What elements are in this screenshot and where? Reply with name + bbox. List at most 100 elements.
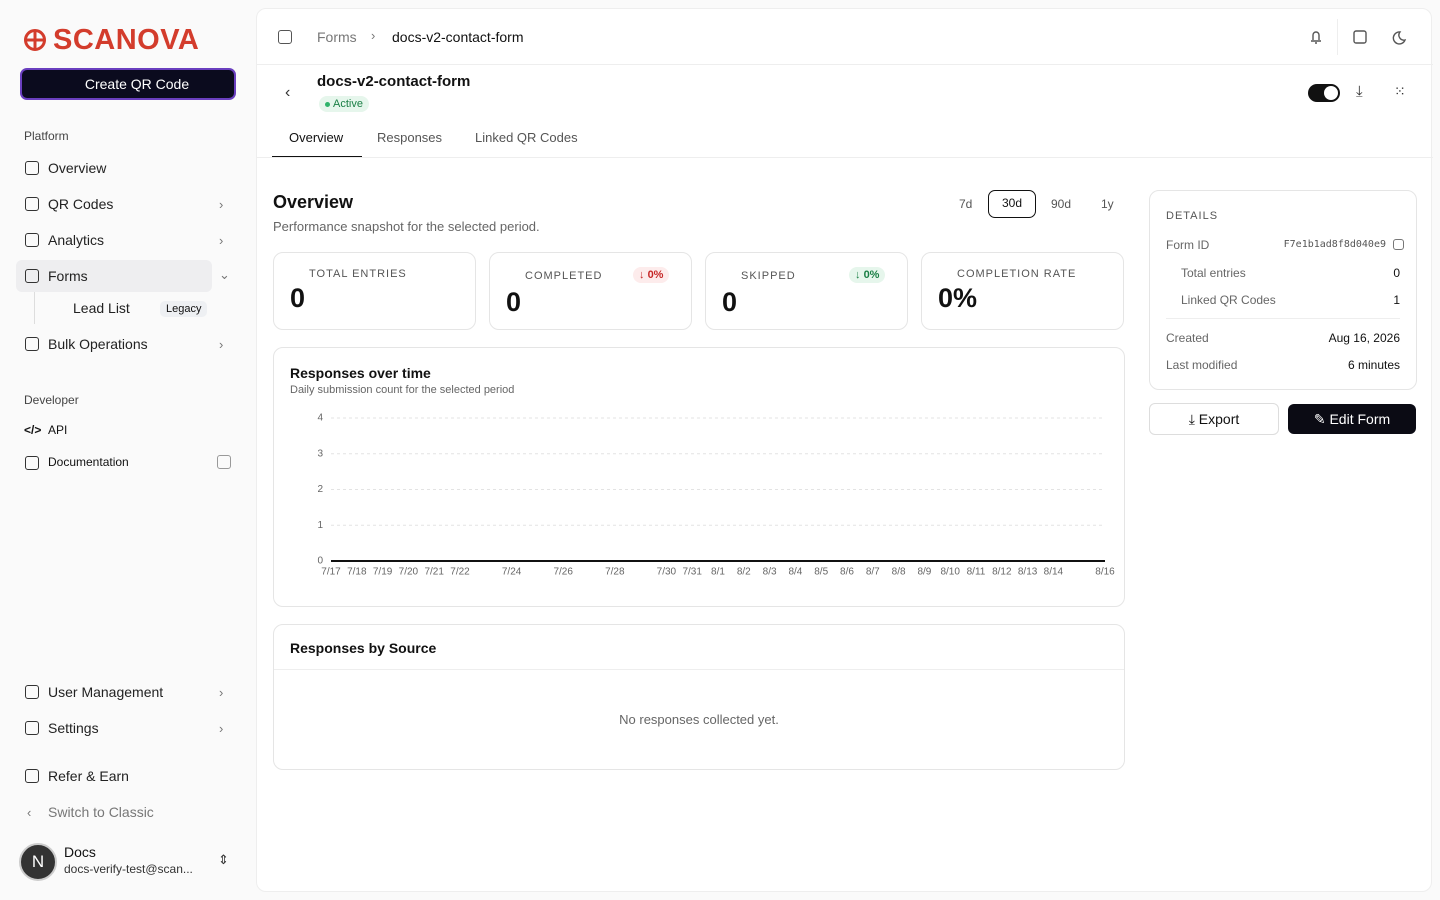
- nav-item[interactable]: Settings: [48, 720, 99, 736]
- edit-button[interactable]: ✎ Edit Form: [1288, 404, 1416, 434]
- user-email: docs-verify-test@scan...: [64, 862, 193, 876]
- badge-value: 0%: [647, 269, 664, 281]
- x-tick-label: 8/6: [840, 567, 854, 578]
- nav-item[interactable]: Forms: [48, 268, 88, 284]
- export-button[interactable]: ⤓ Export: [1149, 403, 1279, 435]
- detail-label: Form ID: [1166, 238, 1210, 252]
- detail-label: Linked QR Codes: [1181, 293, 1276, 307]
- nav-item[interactable]: Bulk Operations: [48, 336, 148, 352]
- nav-item[interactable]: Switch to Classic: [48, 804, 154, 820]
- y-tick-label: 1: [317, 520, 323, 531]
- period-button[interactable]: 7d: [959, 197, 973, 211]
- x-tick-label: 8/2: [737, 567, 751, 578]
- chart-subtitle: Daily submission count for the selected …: [290, 384, 515, 396]
- badge-value: 0%: [863, 269, 880, 281]
- brand: SCANOVA: [53, 24, 200, 56]
- x-tick-label: 8/10: [940, 567, 960, 578]
- download-icon[interactable]: ⤓: [1356, 83, 1363, 100]
- details-title: DETAILS: [1166, 210, 1219, 222]
- detail-value: 6 minutes: [1347, 358, 1400, 372]
- detail-label: Created: [1166, 331, 1209, 345]
- stat-label: COMPLETION RATE: [957, 268, 1077, 280]
- x-tick-label: 8/11: [967, 567, 986, 578]
- stat-card: COMPLETION RATE 0%: [921, 252, 1124, 330]
- nav-item[interactable]: Analytics: [48, 232, 105, 248]
- nav-item[interactable]: Refer & Earn: [48, 768, 129, 784]
- chart-title: Responses over time: [290, 365, 431, 381]
- tab[interactable]: Linked QR Codes: [475, 130, 578, 145]
- y-tick-label: 0: [317, 556, 323, 567]
- detail-value: Aug 16, 2026: [1328, 331, 1400, 345]
- tab[interactable]: Responses: [377, 130, 443, 145]
- change-badge: ↓ 0%: [633, 267, 670, 283]
- period-button[interactable]: 1y: [1101, 197, 1114, 211]
- detail-label: Last modified: [1166, 358, 1238, 372]
- y-tick-label: 2: [317, 484, 323, 495]
- stat-value: 0: [506, 287, 522, 317]
- active-nav-bg: [16, 260, 212, 292]
- sources-card: Responses by Source No responses collect…: [273, 624, 1125, 770]
- breadcrumb: docs-v2-contact-form: [392, 29, 524, 45]
- section-title: Overview: [273, 192, 354, 212]
- x-tick-label: 7/24: [502, 567, 522, 578]
- tab[interactable]: Overview: [289, 130, 344, 145]
- header-icons[interactable]: [1307, 28, 1407, 46]
- x-tick-label: 7/26: [553, 567, 573, 578]
- detail-value: F7e1b1ad8f8d040e9: [1283, 239, 1386, 250]
- create-qr-button[interactable]: Create QR Code: [20, 68, 236, 100]
- stat-label: TOTAL ENTRIES: [309, 268, 407, 280]
- y-tick-label: 4: [317, 413, 323, 424]
- button-label: Edit Form: [1329, 411, 1391, 427]
- x-tick-label: 8/13: [1018, 567, 1038, 578]
- breadcrumb[interactable]: Forms: [317, 29, 357, 45]
- x-tick-label: 8/14: [1044, 567, 1064, 578]
- nav-item[interactable]: API: [48, 423, 68, 437]
- x-tick-label: 7/30: [657, 567, 677, 578]
- stat-label: SKIPPED: [741, 270, 796, 282]
- stat-value: 0%: [938, 283, 978, 313]
- y-tick-label: 3: [317, 448, 323, 459]
- period-button[interactable]: 90d: [1051, 197, 1072, 211]
- card-title: Responses by Source: [290, 640, 437, 656]
- detail-value: 0: [1393, 266, 1400, 280]
- x-tick-label: 7/20: [399, 567, 419, 578]
- nav-item[interactable]: Overview: [48, 160, 107, 176]
- button-label: Export: [1198, 411, 1240, 427]
- x-tick-label: 7/28: [605, 567, 625, 578]
- user-name: Docs: [64, 844, 96, 860]
- section-title: Developer: [24, 393, 79, 407]
- x-tick-label: 8/16: [1095, 567, 1115, 578]
- active-toggle[interactable]: [1308, 84, 1340, 102]
- x-tick-label: 7/19: [373, 567, 393, 578]
- nav-item[interactable]: QR Codes: [48, 196, 114, 212]
- x-tick-label: 8/4: [788, 567, 802, 578]
- nav-sub-item[interactable]: Lead List: [73, 300, 130, 316]
- status-badge: Active: [319, 96, 369, 112]
- avatar[interactable]: N: [19, 843, 57, 881]
- x-tick-label: 8/1: [711, 567, 725, 578]
- button-label: Create QR Code: [84, 76, 190, 92]
- x-tick-label: 8/9: [917, 567, 931, 578]
- x-tick-label: 7/22: [450, 567, 470, 578]
- stat-label: COMPLETED: [525, 270, 603, 282]
- stat-value: 0: [290, 283, 306, 313]
- empty-message: No responses collected yet.: [619, 712, 779, 727]
- menu-icon[interactable]: ⁙: [1394, 83, 1406, 99]
- stat-card: SKIPPED ↓ 0% 0: [705, 252, 908, 330]
- x-tick-label: 8/12: [992, 567, 1012, 578]
- section-title: Platform: [24, 129, 69, 143]
- nav-item[interactable]: User Management: [48, 684, 164, 700]
- main-panel: Forms › docs-v2-contact-form ‹ docs-v2-c…: [256, 8, 1433, 892]
- stat-card: TOTAL ENTRIES 0: [273, 252, 476, 330]
- stat-value: 0: [722, 287, 738, 317]
- x-tick-label: 7/21: [424, 567, 444, 578]
- details-card: DETAILS Form ID F7e1b1ad8f8d040e9 Total …: [1149, 190, 1417, 390]
- x-tick-label: 8/5: [814, 567, 828, 578]
- nav-item[interactable]: Documentation: [48, 455, 129, 469]
- x-tick-label: 7/18: [347, 567, 367, 578]
- x-tick-label: 8/8: [892, 567, 906, 578]
- period-button[interactable]: 30d: [988, 190, 1036, 218]
- legacy-badge: Legacy: [160, 301, 208, 317]
- chart-card: Responses over time Daily submission cou…: [273, 347, 1125, 607]
